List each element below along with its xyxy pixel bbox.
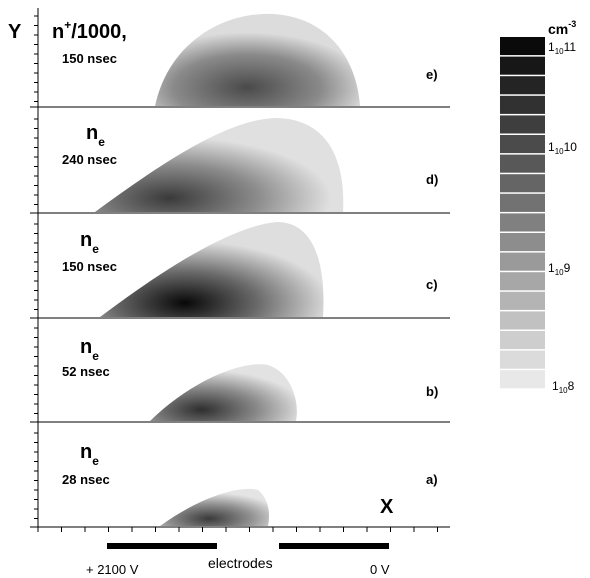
exponent: 10 (564, 140, 578, 154)
density-map (150, 364, 297, 421)
species-label: ne (80, 336, 99, 363)
swatch (500, 331, 545, 350)
panel-tag: e) (426, 67, 438, 82)
time-label: 150 nsec (62, 259, 117, 274)
panel-tag: a) (426, 472, 438, 487)
species-label: ne (80, 229, 99, 256)
swatch (500, 37, 545, 56)
species: n (80, 229, 92, 251)
panel-tag: c) (426, 277, 438, 292)
subscript: e (92, 454, 99, 468)
exponent: 11 (564, 40, 577, 54)
time-label: 150 nsec (62, 51, 117, 66)
colorbar-label: 11011 (548, 40, 576, 56)
x-axis-label: X (380, 496, 394, 518)
exponent: 9 (564, 261, 571, 275)
base: 10 (555, 47, 564, 56)
density-maps (95, 13, 360, 526)
swatch (500, 233, 545, 252)
species-label: ne (86, 122, 105, 149)
colorbar-unit: cm-3 (548, 19, 576, 37)
colorbar-label: 11010 (548, 140, 577, 156)
swatch (500, 174, 545, 193)
subscript: e (92, 242, 99, 256)
swatch (500, 56, 545, 75)
subscript: e (92, 349, 99, 363)
time-label: 240 nsec (62, 152, 117, 167)
swatch (500, 76, 545, 95)
species-suffix: /1000, (71, 21, 127, 43)
electrode (107, 543, 217, 549)
time-label: 52 nsec (62, 364, 110, 379)
swatch (500, 135, 545, 154)
swatch (500, 115, 545, 134)
electrode-voltage: + 2100 V (86, 562, 139, 577)
unit: cm (548, 21, 568, 37)
unit-exponent: -3 (568, 19, 576, 29)
species: n (86, 122, 98, 144)
colorbar-label: 1109 (548, 261, 571, 277)
base: 10 (559, 386, 568, 395)
y-axis-label: Y (8, 21, 22, 43)
swatch (500, 252, 545, 271)
species: n (80, 336, 92, 358)
density-map (160, 488, 269, 526)
base: 10 (555, 268, 564, 277)
panel-tag: d) (426, 172, 438, 187)
mantissa: 1 (548, 140, 555, 154)
time-label: 28 nsec (62, 472, 110, 487)
swatch (500, 193, 545, 212)
swatch (500, 350, 545, 369)
mantissa: 1 (548, 261, 555, 275)
electrode-voltage: 0 V (370, 562, 390, 577)
species: n (80, 441, 92, 463)
density-map (100, 222, 324, 317)
density-map (95, 118, 344, 212)
species-label: ne (80, 441, 99, 468)
density-map (155, 13, 360, 106)
panel-tag: b) (426, 384, 438, 399)
species-label: n+/1000, (52, 18, 127, 43)
axes (30, 8, 450, 532)
swatch (500, 370, 545, 389)
species: n (52, 21, 64, 43)
base: 10 (555, 147, 564, 156)
colorbar-label: 1108 (552, 379, 575, 395)
swatch (500, 291, 545, 310)
mantissa: 1 (548, 40, 555, 54)
electrodes-label: electrodes (208, 555, 273, 571)
swatch (500, 272, 545, 291)
swatch (500, 213, 545, 232)
swatch (500, 154, 545, 173)
swatch (500, 95, 545, 114)
electrode (279, 543, 389, 549)
superscript: + (64, 18, 71, 32)
colorbar (500, 37, 545, 389)
exponent: 8 (568, 379, 575, 393)
mantissa: 1 (552, 379, 559, 393)
swatch (500, 311, 545, 330)
subscript: e (98, 135, 105, 149)
